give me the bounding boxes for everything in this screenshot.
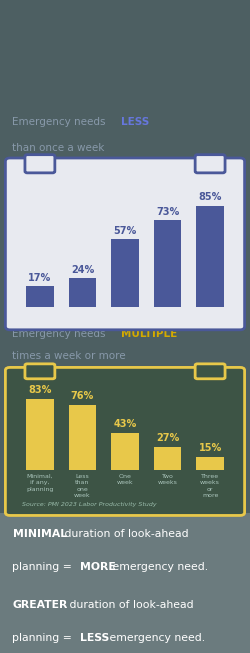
FancyBboxPatch shape	[25, 155, 55, 173]
Text: emergency need.: emergency need.	[109, 562, 208, 572]
Text: planning =: planning =	[12, 633, 76, 643]
Text: planning =: planning =	[12, 562, 76, 572]
Text: emergency need.: emergency need.	[106, 633, 206, 643]
Text: 27%: 27%	[156, 432, 179, 443]
FancyBboxPatch shape	[111, 239, 139, 307]
Text: Emergency needs: Emergency needs	[12, 328, 109, 339]
Text: 85%: 85%	[198, 192, 222, 202]
Text: Three
weeks
or
more: Three weeks or more	[200, 474, 220, 498]
Text: 15%: 15%	[198, 443, 222, 453]
Text: Source: PMI 2023 Labor Productivity Study: Source: PMI 2023 Labor Productivity Stud…	[22, 502, 156, 507]
FancyBboxPatch shape	[25, 364, 55, 379]
Text: MULTIPLE: MULTIPLE	[121, 328, 178, 339]
Text: LESS: LESS	[121, 116, 150, 127]
Text: 76%: 76%	[71, 390, 94, 401]
Text: Two
weeks: Two weeks	[158, 474, 178, 485]
Text: duration of look-ahead: duration of look-ahead	[66, 599, 194, 610]
Text: than once a week: than once a week	[12, 142, 105, 153]
Text: GREATER: GREATER	[12, 599, 68, 610]
FancyBboxPatch shape	[154, 447, 181, 470]
FancyBboxPatch shape	[6, 368, 244, 515]
FancyBboxPatch shape	[69, 278, 96, 307]
Text: 83%: 83%	[28, 385, 52, 394]
Text: LESS: LESS	[80, 633, 109, 643]
Text: Less
than
one
week: Less than one week	[74, 474, 91, 498]
Text: 57%: 57%	[114, 225, 136, 236]
FancyBboxPatch shape	[195, 364, 225, 379]
Text: 73%: 73%	[156, 206, 179, 217]
Text: times a week or more: times a week or more	[12, 351, 126, 361]
FancyBboxPatch shape	[111, 433, 139, 470]
FancyBboxPatch shape	[26, 287, 54, 307]
Text: 43%: 43%	[114, 419, 136, 429]
FancyBboxPatch shape	[196, 457, 224, 470]
FancyBboxPatch shape	[154, 220, 181, 307]
Text: Emergency needs: Emergency needs	[12, 116, 109, 127]
Text: duration of look-ahead: duration of look-ahead	[61, 530, 189, 539]
Text: 24%: 24%	[71, 265, 94, 275]
Text: MINIMAL: MINIMAL	[12, 530, 66, 539]
Text: One
week: One week	[117, 474, 133, 485]
FancyBboxPatch shape	[69, 405, 96, 470]
Text: Minimal,
if any,
planning: Minimal, if any, planning	[26, 474, 54, 492]
FancyBboxPatch shape	[6, 158, 244, 330]
FancyBboxPatch shape	[195, 155, 225, 173]
Text: MORE: MORE	[80, 562, 116, 572]
Text: 17%: 17%	[28, 273, 52, 283]
FancyBboxPatch shape	[196, 206, 224, 307]
FancyBboxPatch shape	[26, 399, 54, 470]
